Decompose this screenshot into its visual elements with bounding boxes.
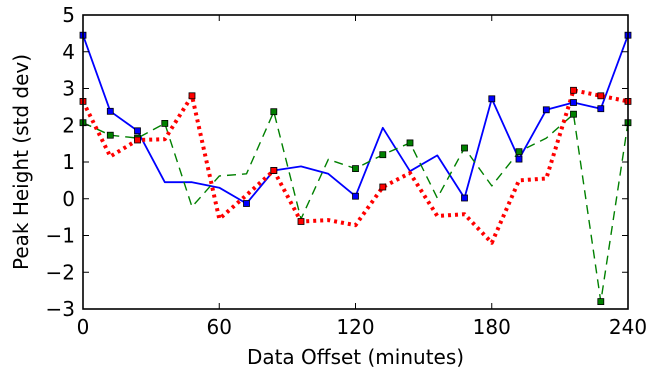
data-point-series-1 <box>542 106 550 114</box>
y-axis-label: Peak Height (std dev) <box>9 54 33 270</box>
data-point-series-1 <box>597 105 605 113</box>
data-point-series-2 <box>352 165 359 173</box>
y-tick-label: −2 <box>46 260 75 284</box>
data-point-series-1 <box>243 200 250 207</box>
x-tick-label: 60 <box>207 315 232 339</box>
data-point-series-1 <box>352 192 359 200</box>
data-point-series-3 <box>570 86 577 94</box>
data-point-series-2 <box>161 120 169 127</box>
y-tick-label: 3 <box>62 77 75 101</box>
data-point-series-2 <box>570 110 577 118</box>
data-point-series-2 <box>461 144 468 152</box>
data-point-series-2 <box>379 151 387 159</box>
data-point-series-1 <box>134 127 141 135</box>
data-point-series-1 <box>106 107 114 115</box>
data-point-series-2 <box>106 131 114 139</box>
y-tick-label: 1 <box>62 150 75 174</box>
y-tick-label: −1 <box>46 224 75 248</box>
data-point-series-1 <box>461 194 468 202</box>
x-tick-label: 180 <box>473 315 511 339</box>
y-tick-label: 0 <box>62 187 75 211</box>
data-point-series-3 <box>597 92 605 100</box>
x-tick-label: 240 <box>609 315 647 339</box>
series-line-1 <box>82 34 629 205</box>
data-point-series-3 <box>297 218 305 225</box>
data-point-series-1 <box>570 99 577 106</box>
data-point-series-3 <box>379 183 387 191</box>
tick-layer: 0 60 120 180 240 −3 −2 −1 0 1 2 3 4 5 <box>46 3 648 339</box>
y-tick-label: 4 <box>62 40 75 64</box>
data-point-series-3 <box>188 92 196 100</box>
x-axis-label: Data Offset (minutes) <box>247 345 464 369</box>
y-tick-label: 5 <box>62 3 75 27</box>
y-tick-label: −3 <box>46 297 75 321</box>
series-line-3 <box>81 88 629 245</box>
plot-frame <box>82 14 629 310</box>
data-point-series-1 <box>488 95 496 103</box>
data-point-series-2 <box>597 298 605 306</box>
data-point-series-3 <box>270 167 278 174</box>
data-point-series-1 <box>515 155 523 163</box>
y-tick-label: 2 <box>62 113 75 137</box>
x-tick-label: 0 <box>77 315 90 339</box>
x-tick-label: 120 <box>336 315 374 339</box>
data-point-series-2 <box>515 148 523 156</box>
data-point-series-2 <box>406 139 414 147</box>
data-point-series-2 <box>270 108 278 116</box>
data-point-series-3 <box>134 136 141 144</box>
